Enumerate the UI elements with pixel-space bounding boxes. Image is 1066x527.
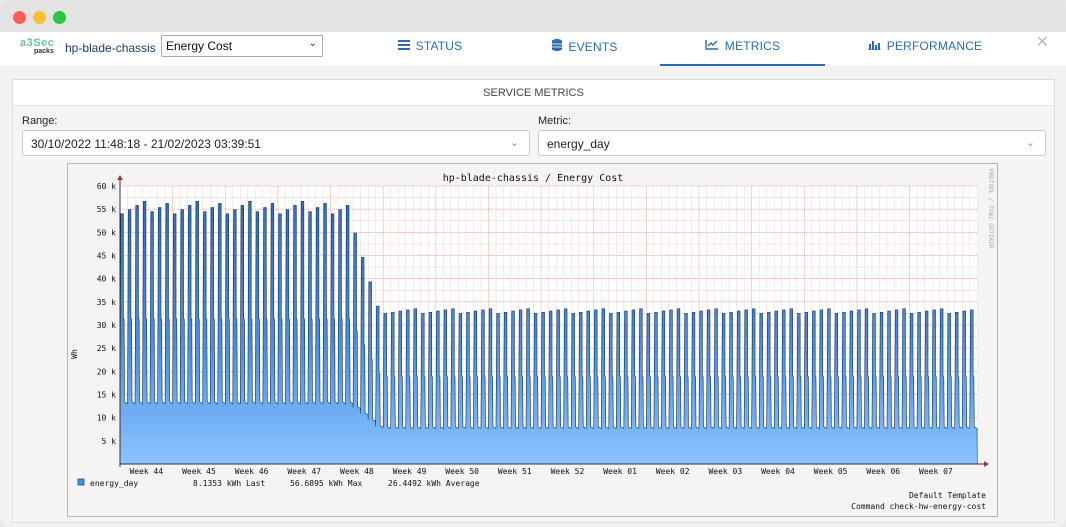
- y-tick-label: 45 k: [97, 252, 116, 261]
- tab-performance[interactable]: PERFORMANCE: [860, 32, 990, 66]
- tab-status-label: STATUS: [415, 39, 463, 53]
- x-tick-label: Week 47: [287, 467, 321, 476]
- x-tick-label: Week 01: [603, 467, 637, 476]
- energy-day-area: [119, 200, 978, 465]
- close-icon[interactable]: ✕: [1035, 34, 1049, 51]
- x-tick-label: Week 46: [235, 467, 269, 476]
- legend-average: 26.4492 kWh Average: [388, 479, 480, 488]
- y-axis-label: Wh: [70, 349, 79, 359]
- line-chart-icon: [705, 39, 719, 53]
- x-tick-label: Week 04: [761, 467, 795, 476]
- chart-title: hp-blade-chassis / Energy Cost: [443, 173, 624, 184]
- close-window-button[interactable]: [13, 11, 26, 24]
- chart-axes: [117, 175, 989, 467]
- chart-series-area: [119, 200, 978, 465]
- x-tick-label: Week 44: [129, 467, 163, 476]
- chevron-down-icon: ⌄: [1025, 137, 1035, 149]
- x-tick-label: Week 07: [919, 467, 953, 476]
- logo-bottom-text: packs: [34, 48, 54, 55]
- legend-swatch: [77, 478, 85, 486]
- y-tick-label: 50 k: [97, 228, 116, 237]
- x-axis-arrow: [984, 461, 989, 467]
- legend-max: 56.6895 kWh Max: [290, 479, 362, 488]
- panel-title: SERVICE METRICS: [13, 80, 1054, 106]
- tab-performance-label: PERFORMANCE: [886, 39, 983, 53]
- y-axis-arrow: [117, 175, 123, 180]
- x-tick-label: Week 45: [182, 467, 216, 476]
- metric-select[interactable]: energy_day ⌄: [538, 130, 1046, 156]
- energy-cost-chart: hp-blade-chassis / Energy Cost Wh RRDTOO…: [67, 163, 998, 517]
- y-tick-label: 15 k: [97, 391, 116, 400]
- range-field[interactable]: 30/10/2022 11:48:18 - 21/02/2023 03:39:5…: [22, 130, 530, 156]
- database-icon: [552, 39, 563, 54]
- x-tick-label: Week 51: [498, 467, 532, 476]
- range-label: Range:: [22, 115, 58, 127]
- tab-events-label: EVENTS: [568, 40, 618, 54]
- metric-value: energy_day: [547, 137, 610, 151]
- x-tick-label: Week 05: [814, 467, 848, 476]
- rrdtool-credit: RRDTOOL / TOBI OETIKER: [987, 169, 994, 249]
- tab-events[interactable]: EVENTS: [540, 32, 630, 66]
- x-axis-ticks: Week 44 Week 45 Week 46 Week 47 Week 48 Week …: [129, 467, 952, 476]
- minimize-window-button[interactable]: [33, 11, 46, 24]
- service-select-value: Energy Cost: [166, 39, 233, 53]
- x-tick-label: Week 49: [393, 467, 427, 476]
- tab-metrics-label: METRICS: [724, 39, 781, 53]
- y-tick-label: 20 k: [97, 367, 116, 376]
- title-bar: [0, 0, 1066, 32]
- service-select[interactable]: Energy Cost ⌄: [161, 35, 323, 57]
- y-tick-label: 5 k: [102, 437, 117, 446]
- list-icon: [397, 39, 410, 53]
- y-tick-label: 55 k: [97, 205, 116, 214]
- y-tick-label: 30 k: [97, 321, 116, 330]
- tab-status[interactable]: STATUS: [385, 32, 475, 66]
- x-tick-label: Week 03: [708, 467, 742, 476]
- legend-series-name: energy_day: [90, 479, 138, 488]
- y-tick-label: 35 k: [97, 298, 116, 307]
- y-tick-label: 10 k: [97, 414, 116, 423]
- range-value: 30/10/2022 11:48:18 - 21/02/2023 03:39:5…: [31, 137, 261, 151]
- logo: a3Sec packs: [20, 37, 60, 57]
- top-bar: a3Sec packs hp-blade-chassis Energy Cost…: [0, 32, 1066, 66]
- chevron-down-icon: ⌄: [308, 38, 317, 49]
- x-tick-label: Week 50: [445, 467, 479, 476]
- y-tick-label: 40 k: [97, 275, 116, 284]
- y-axis-ticks: 5 k 10 k 15 k 20 k 25 k 30 k 35 k 40 k 45 k 50 k 5…: [97, 182, 116, 446]
- footer-command: Command check-hw-energy-cost: [851, 502, 986, 511]
- x-tick-label: Week 02: [656, 467, 690, 476]
- x-tick-label: Week 52: [551, 467, 585, 476]
- footer-template: Default Template: [909, 491, 986, 500]
- x-tick-label: Week 06: [866, 467, 900, 476]
- x-tick-label: Week 48: [340, 467, 374, 476]
- maximize-window-button[interactable]: [53, 11, 66, 24]
- legend-last: 8.1353 kWh Last: [193, 479, 265, 488]
- tab-metrics[interactable]: METRICS: [660, 32, 825, 66]
- chevron-down-icon: ⌄: [509, 137, 519, 149]
- chart-svg: hp-blade-chassis / Energy Cost Wh RRDTOO…: [68, 164, 997, 516]
- y-tick-label: 25 k: [97, 344, 116, 353]
- bar-chart-icon: [867, 39, 881, 53]
- logo-top-text: a3Sec: [20, 37, 55, 49]
- y-tick-label: 60 k: [97, 182, 116, 191]
- metric-label: Metric:: [538, 115, 571, 127]
- host-name: hp-blade-chassis: [65, 41, 156, 55]
